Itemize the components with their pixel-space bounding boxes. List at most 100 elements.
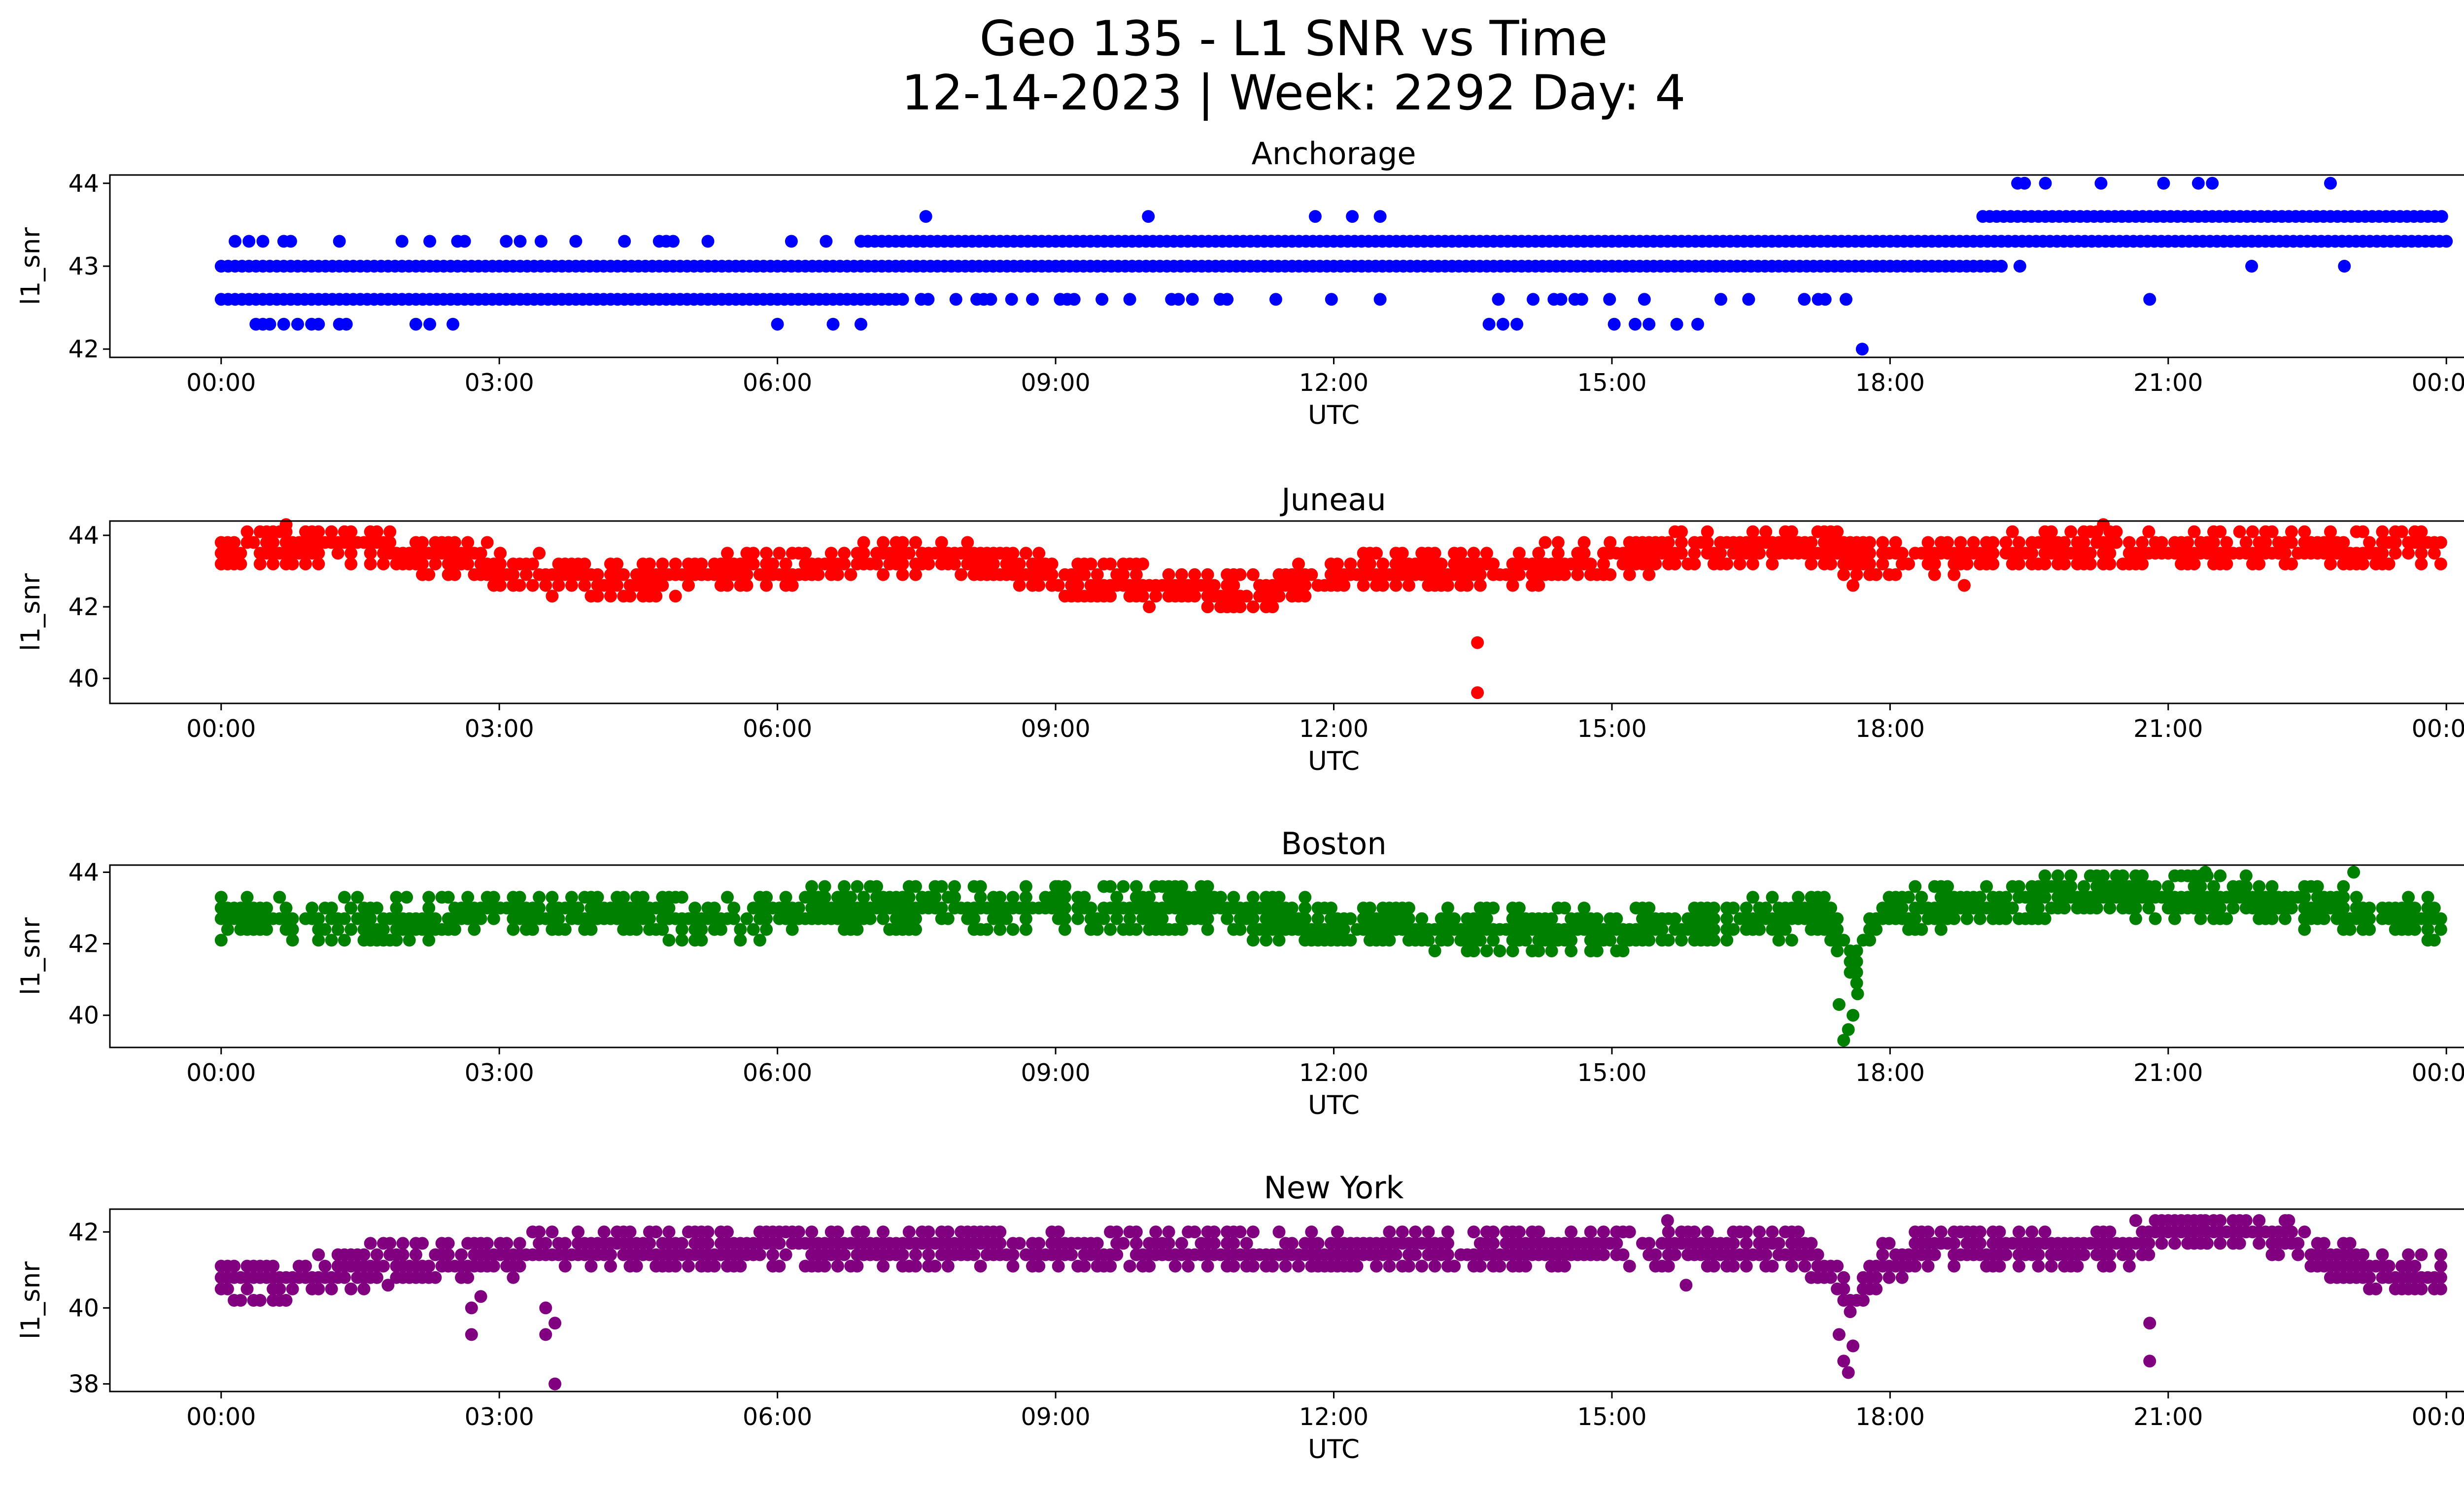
data-point bbox=[2097, 518, 2110, 531]
data-point bbox=[1409, 1248, 1422, 1261]
x-tick-label: 12:00 bbox=[1299, 369, 1369, 397]
data-point bbox=[381, 1279, 395, 1292]
subplot-new-york: New York 00:00 03:00 06:00 09:00 12:00 15:00 18… bbox=[16, 1170, 2464, 1464]
data-point bbox=[2199, 1214, 2212, 1227]
data-point bbox=[333, 235, 346, 248]
data-point bbox=[1032, 1237, 1046, 1250]
data-point bbox=[1993, 1259, 2006, 1273]
data-point bbox=[253, 557, 267, 571]
data-point bbox=[572, 902, 585, 915]
data-point bbox=[1175, 880, 1188, 893]
data-point bbox=[1240, 590, 1253, 603]
data-point bbox=[1532, 547, 1545, 560]
data-point bbox=[2136, 869, 2149, 882]
data-point bbox=[2006, 525, 2019, 538]
data-point bbox=[1824, 557, 1837, 571]
data-point bbox=[1850, 966, 1863, 979]
data-point bbox=[548, 1377, 562, 1391]
data-point bbox=[1837, 934, 1850, 947]
data-point bbox=[1058, 891, 1071, 904]
data-point bbox=[260, 923, 273, 936]
data-point bbox=[851, 1259, 864, 1273]
data-point bbox=[1143, 600, 1156, 614]
data-point bbox=[2191, 176, 2205, 190]
data-point bbox=[2233, 1237, 2246, 1250]
data-point bbox=[993, 1237, 1007, 1250]
data-point bbox=[1104, 590, 1117, 603]
data-point bbox=[539, 1237, 552, 1250]
data-point bbox=[409, 317, 422, 331]
data-point bbox=[1842, 1023, 1855, 1036]
data-point bbox=[623, 1225, 637, 1239]
data-point bbox=[1847, 1339, 1860, 1353]
data-point bbox=[1661, 1214, 1674, 1227]
data-point bbox=[2094, 176, 2108, 190]
data-point bbox=[2434, 1282, 2447, 1295]
data-point bbox=[1389, 579, 1403, 592]
data-point bbox=[721, 547, 734, 560]
data-point bbox=[1577, 547, 1591, 560]
data-point bbox=[2395, 525, 2408, 538]
data-point bbox=[2045, 525, 2058, 538]
data-point bbox=[2155, 1237, 2168, 1250]
data-point bbox=[1733, 557, 1746, 571]
data-point bbox=[377, 923, 390, 936]
x-tick-label: 12:00 bbox=[1299, 1403, 1369, 1431]
data-point bbox=[1720, 934, 1734, 947]
data-point bbox=[1805, 1237, 1818, 1250]
data-point bbox=[1221, 293, 1234, 306]
data-point bbox=[1934, 923, 1948, 936]
data-point bbox=[656, 579, 669, 592]
data-point bbox=[896, 536, 909, 549]
data-point bbox=[1110, 891, 1124, 904]
x-tick-label: 03:00 bbox=[465, 369, 534, 397]
data-point bbox=[2253, 880, 2266, 893]
data-point bbox=[1473, 568, 1487, 581]
data-point bbox=[1638, 293, 1651, 306]
data-point bbox=[1876, 557, 1889, 571]
data-point bbox=[455, 1248, 468, 1261]
data-point bbox=[221, 1282, 234, 1295]
data-point bbox=[2265, 525, 2279, 538]
data-point bbox=[1272, 1225, 1286, 1239]
data-point bbox=[1551, 547, 1565, 560]
data-point bbox=[1487, 1237, 1500, 1250]
data-point bbox=[771, 317, 784, 331]
data-point bbox=[2292, 1248, 2305, 1261]
data-point bbox=[2376, 1248, 2389, 1261]
data-point bbox=[1832, 998, 1846, 1011]
data-point bbox=[656, 923, 669, 936]
data-point bbox=[1175, 923, 1188, 936]
data-point bbox=[273, 891, 286, 904]
figure-title-line1: Geo 135 - L1 SNR vs Time bbox=[980, 11, 1608, 67]
data-point bbox=[1473, 579, 1487, 592]
data-point bbox=[643, 1237, 656, 1250]
data-point bbox=[623, 590, 637, 603]
data-point bbox=[1493, 1259, 1506, 1273]
data-point bbox=[267, 557, 280, 571]
data-point bbox=[688, 902, 702, 915]
data-point bbox=[695, 557, 708, 571]
data-point bbox=[2408, 923, 2422, 936]
data-point bbox=[870, 880, 883, 893]
data-point bbox=[214, 891, 228, 904]
data-point bbox=[465, 1301, 478, 1315]
data-point bbox=[760, 579, 773, 592]
data-point bbox=[2214, 1214, 2227, 1227]
data-point bbox=[1091, 568, 1104, 581]
data-point bbox=[1246, 891, 1260, 904]
data-point bbox=[1701, 525, 1714, 538]
data-point bbox=[1847, 579, 1860, 592]
data-point bbox=[1299, 579, 1312, 592]
data-point bbox=[877, 536, 890, 549]
data-point bbox=[377, 1259, 390, 1273]
data-point bbox=[2018, 176, 2031, 190]
figure-title-line2: 12-14-2023 | Week: 2292 Day: 4 bbox=[902, 65, 1686, 121]
data-point bbox=[896, 1248, 909, 1261]
data-point bbox=[902, 1225, 916, 1239]
data-point bbox=[422, 568, 436, 581]
data-point bbox=[2402, 891, 2415, 904]
data-point bbox=[422, 891, 436, 904]
data-point bbox=[1292, 557, 1305, 571]
data-point bbox=[1142, 210, 1155, 223]
